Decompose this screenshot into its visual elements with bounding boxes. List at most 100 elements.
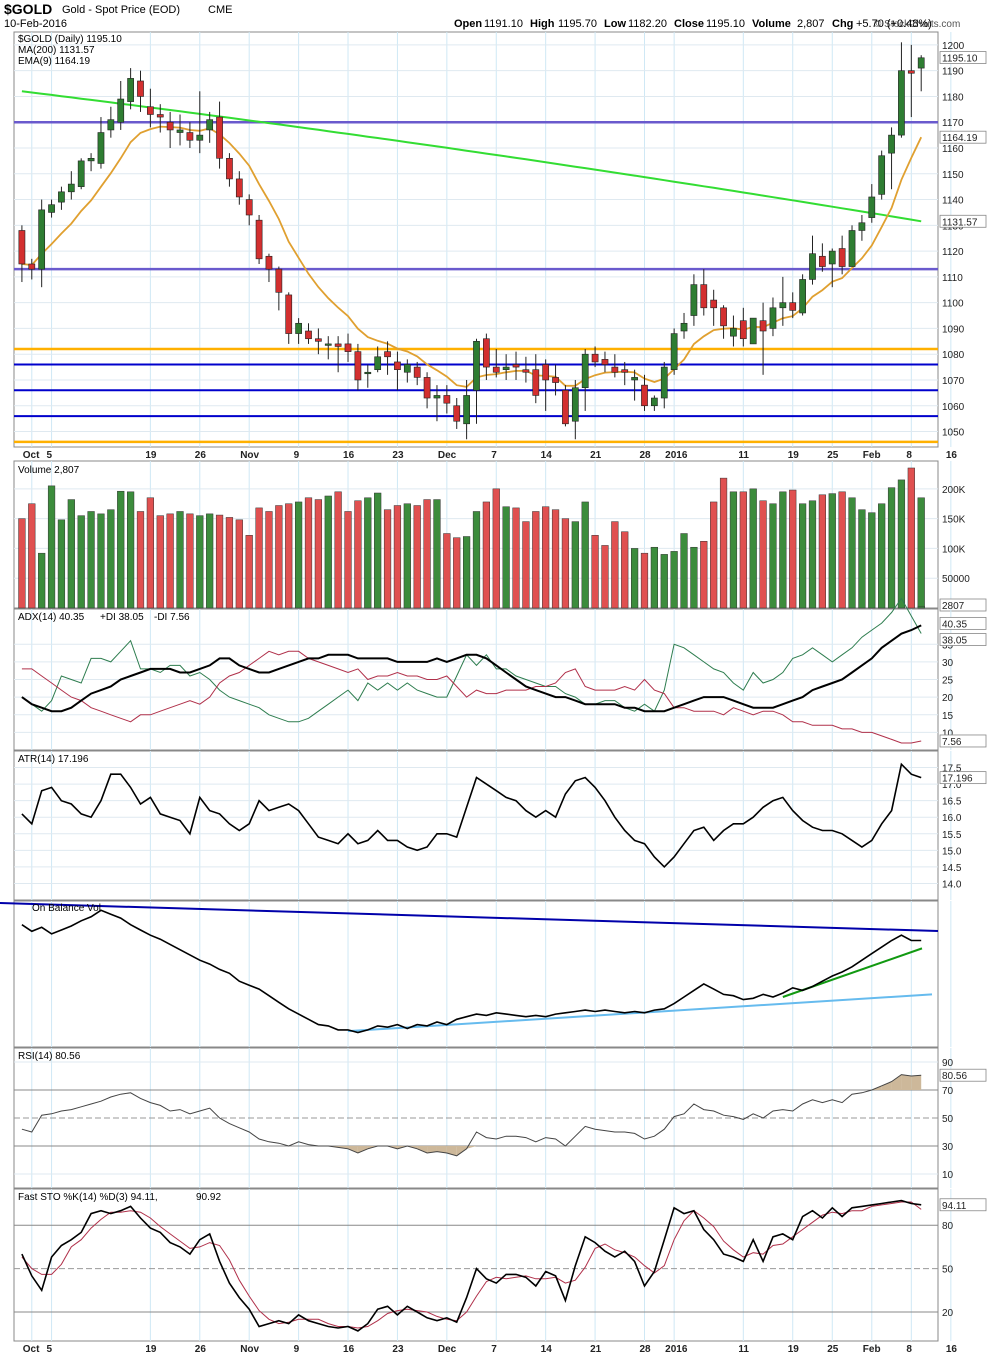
last-value-label: 38.05 — [942, 635, 967, 646]
volume-bar — [887, 487, 896, 609]
candle-body-down — [838, 248, 846, 267]
x-tick-label: 2016 — [665, 450, 688, 461]
volume-bar — [127, 491, 135, 609]
candle — [898, 42, 905, 138]
candle-body-down — [512, 364, 520, 368]
last-value-box — [939, 598, 987, 612]
candle-body-down — [522, 369, 530, 373]
candle — [739, 307, 747, 347]
last-value-box — [939, 616, 987, 630]
volume-bar — [581, 501, 589, 609]
candle — [779, 276, 787, 326]
y-tick-label: 1150 — [942, 170, 964, 181]
x-tick-label: 28 — [639, 1344, 651, 1355]
volume-bar — [403, 503, 411, 609]
candle-body-up — [433, 395, 441, 399]
candle-body-down — [423, 377, 431, 399]
volume-bar — [28, 503, 36, 609]
panel-adx: 353025201510ADX(14) 40.35+DI 38.05-DI 7.… — [13, 597, 987, 751]
candle-body-up — [769, 307, 777, 329]
volume-legend: Volume 2,807 — [18, 465, 80, 476]
candle-body-down — [186, 132, 194, 141]
candle-body-up — [888, 134, 895, 154]
price-legend-title: $GOLD (Daily) 1195.10 — [18, 34, 122, 45]
volume-bar — [729, 491, 738, 609]
volume-bar — [206, 513, 214, 609]
volume-bar — [532, 511, 540, 609]
candle — [473, 338, 480, 424]
rsi-legend: RSI(14) 80.56 — [18, 1051, 81, 1062]
candle — [621, 361, 629, 386]
candle — [799, 274, 806, 316]
volume-bar — [897, 479, 906, 609]
volume-bar — [117, 490, 125, 609]
close-value: 1195.10 — [706, 18, 745, 30]
volume-bar — [186, 513, 194, 609]
volume-bar — [710, 501, 718, 609]
volume-bar — [749, 488, 757, 609]
candle — [87, 153, 95, 172]
y-tick-label: 10 — [942, 1170, 954, 1181]
candle — [542, 359, 550, 411]
candle — [552, 364, 559, 396]
candle-body-up — [117, 98, 125, 123]
instrument-name: Gold - Spot Price (EOD) — [62, 4, 180, 16]
candle-body-up — [690, 284, 698, 316]
volume-bar — [591, 535, 599, 609]
candle-body-up — [473, 341, 480, 391]
volume-bar — [512, 507, 520, 609]
candle — [512, 351, 520, 380]
candle-body-up — [917, 57, 925, 69]
candle — [334, 336, 342, 373]
candle — [710, 289, 718, 326]
candle — [601, 351, 609, 373]
volume-bar — [354, 500, 362, 609]
candle — [660, 361, 668, 409]
y-tick-label: 1180 — [942, 92, 964, 103]
adx-line — [21, 624, 922, 713]
candle-body-up — [828, 250, 836, 265]
last-value-label: 1164.19 — [942, 133, 978, 144]
volume-bar — [789, 489, 797, 609]
candle-body-down — [394, 361, 401, 370]
candle — [265, 253, 273, 283]
y-tick-label: 15.5 — [942, 830, 962, 841]
volume-bar — [551, 509, 560, 609]
high-label: High — [530, 18, 555, 30]
volume-bar — [87, 511, 95, 609]
candle-body-down — [621, 369, 629, 373]
x-tick-label: 19 — [788, 1344, 800, 1355]
plus-di-legend: +DI 38.05 — [100, 612, 144, 623]
low-value: 1182.20 — [628, 18, 667, 30]
volume-bar — [245, 535, 253, 609]
candle — [571, 379, 579, 440]
volume-bar — [265, 511, 273, 609]
candle-body-up — [749, 317, 757, 345]
candle-body-down — [542, 364, 550, 381]
volume-bar — [433, 499, 441, 609]
candle-body-up — [631, 377, 638, 381]
candle-body-up — [868, 196, 876, 218]
y-tick-label: 1140 — [942, 196, 964, 207]
candle — [690, 274, 698, 326]
candle-body-down — [137, 80, 144, 97]
volume-bar — [176, 511, 184, 609]
candle — [344, 333, 352, 362]
volume-bar — [561, 518, 570, 609]
open-value: 1191.10 — [484, 18, 523, 30]
x-tick-label: 16 — [343, 1344, 355, 1355]
candle — [670, 328, 678, 375]
candle-body-down — [601, 359, 609, 365]
sto-legend-k: Fast STO %K(14) %D(3) 94.11, — [18, 1192, 158, 1203]
last-value-box — [939, 130, 987, 144]
candle — [423, 372, 431, 409]
rsi-oversold-fill — [466, 1146, 477, 1149]
candle — [235, 171, 243, 205]
candle — [374, 346, 382, 373]
candle — [463, 379, 470, 440]
candle — [502, 354, 510, 380]
candle — [196, 91, 204, 154]
last-value-box — [939, 633, 987, 646]
x-tick-label: 9 — [294, 450, 300, 461]
rsi-overbought-fill — [911, 1075, 922, 1090]
